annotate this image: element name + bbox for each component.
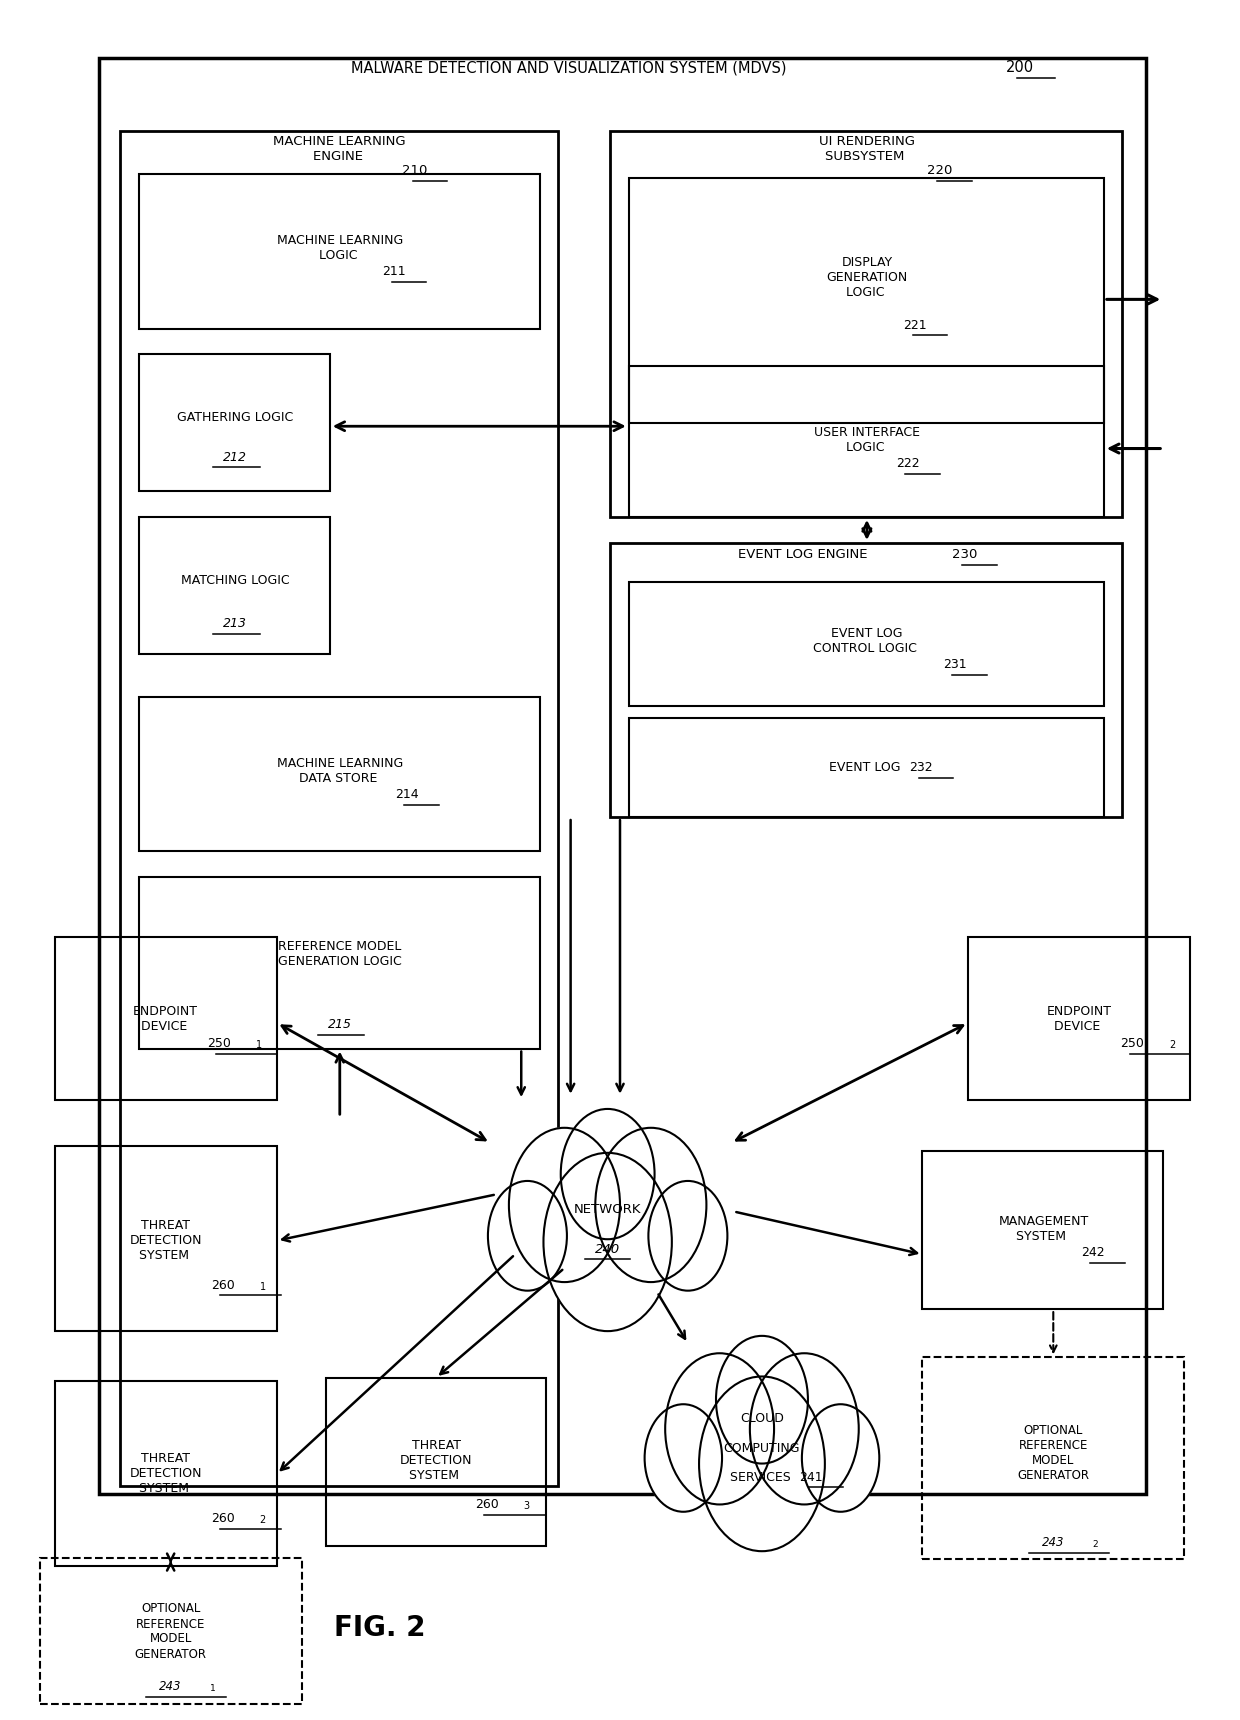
Text: USER INTERFACE
LOGIC: USER INTERFACE LOGIC: [813, 427, 920, 454]
Text: 3: 3: [523, 1502, 529, 1512]
Text: 211: 211: [382, 265, 405, 279]
Text: MACHINE LEARNING
DATA STORE: MACHINE LEARNING DATA STORE: [277, 757, 403, 784]
Text: 260: 260: [475, 1498, 498, 1512]
Text: 230: 230: [952, 549, 977, 561]
Bar: [139, 697, 539, 851]
Circle shape: [802, 1404, 879, 1512]
Text: 241: 241: [800, 1471, 823, 1484]
Text: 222: 222: [895, 458, 919, 471]
Text: 250: 250: [207, 1037, 231, 1049]
Bar: [629, 366, 1104, 518]
Text: 200: 200: [1006, 60, 1034, 76]
Text: 212: 212: [223, 451, 247, 464]
Circle shape: [645, 1404, 722, 1512]
Text: ENDPOINT
DEVICE: ENDPOINT DEVICE: [1047, 1006, 1112, 1034]
Circle shape: [487, 1182, 567, 1290]
Text: 242: 242: [1081, 1245, 1105, 1259]
Text: CLOUD: CLOUD: [740, 1412, 784, 1426]
Circle shape: [543, 1152, 672, 1331]
Circle shape: [595, 1128, 707, 1281]
Text: MACHINE LEARNING
ENGINE: MACHINE LEARNING ENGINE: [274, 134, 405, 162]
Circle shape: [750, 1354, 859, 1505]
Circle shape: [560, 1109, 655, 1238]
Text: 232: 232: [909, 760, 932, 774]
Text: 2: 2: [1092, 1539, 1099, 1550]
Circle shape: [649, 1182, 728, 1290]
Text: 215: 215: [327, 1018, 352, 1030]
Text: 240: 240: [595, 1242, 620, 1256]
Text: EVENT LOG ENGINE: EVENT LOG ENGINE: [738, 549, 872, 561]
Text: 243: 243: [160, 1680, 182, 1692]
Bar: [610, 544, 1122, 817]
Bar: [55, 1146, 277, 1331]
Bar: [610, 131, 1122, 518]
Text: 210: 210: [403, 165, 428, 177]
Bar: [629, 177, 1104, 423]
Text: 2: 2: [1169, 1041, 1176, 1051]
Text: THREAT
DETECTION
SYSTEM: THREAT DETECTION SYSTEM: [399, 1438, 472, 1481]
Text: MANAGEMENT
SYSTEM: MANAGEMENT SYSTEM: [998, 1214, 1089, 1242]
Text: EVENT LOG: EVENT LOG: [830, 760, 905, 774]
Text: 214: 214: [394, 788, 418, 802]
Circle shape: [508, 1128, 620, 1281]
Text: 250: 250: [1121, 1037, 1145, 1049]
Bar: [968, 937, 1190, 1101]
Circle shape: [715, 1336, 808, 1464]
Text: GATHERING LOGIC: GATHERING LOGIC: [177, 411, 293, 425]
Text: 1: 1: [210, 1684, 216, 1692]
Bar: [99, 58, 1146, 1495]
Text: THREAT
DETECTION
SYSTEM: THREAT DETECTION SYSTEM: [129, 1219, 202, 1262]
Text: 1: 1: [255, 1041, 262, 1051]
Circle shape: [665, 1354, 774, 1505]
Text: COMPUTING: COMPUTING: [724, 1441, 800, 1455]
Text: 220: 220: [928, 165, 952, 177]
Circle shape: [699, 1376, 825, 1551]
Bar: [923, 1357, 1184, 1560]
Bar: [55, 1381, 277, 1567]
Text: SERVICES: SERVICES: [729, 1471, 795, 1484]
Text: 231: 231: [942, 659, 966, 671]
Bar: [139, 518, 330, 654]
Text: OPTIONAL
REFERENCE
MODEL
GENERATOR: OPTIONAL REFERENCE MODEL GENERATOR: [135, 1603, 207, 1660]
Text: 260: 260: [211, 1278, 234, 1292]
Text: ENDPOINT
DEVICE: ENDPOINT DEVICE: [133, 1006, 198, 1034]
Text: FIG. 2: FIG. 2: [334, 1613, 425, 1643]
Bar: [326, 1378, 546, 1546]
Text: EVENT LOG
CONTROL LOGIC: EVENT LOG CONTROL LOGIC: [813, 626, 921, 655]
Text: 260: 260: [211, 1512, 234, 1526]
Text: MACHINE LEARNING
LOGIC: MACHINE LEARNING LOGIC: [277, 234, 403, 261]
Bar: [139, 877, 539, 1049]
Bar: [55, 937, 277, 1101]
Text: 243: 243: [1042, 1536, 1064, 1548]
Bar: [139, 174, 539, 329]
Text: NETWORK: NETWORK: [574, 1204, 641, 1216]
Text: THREAT
DETECTION
SYSTEM: THREAT DETECTION SYSTEM: [129, 1452, 202, 1495]
Text: 2: 2: [259, 1515, 265, 1526]
Bar: [120, 131, 558, 1486]
Bar: [40, 1558, 301, 1703]
Bar: [629, 583, 1104, 705]
Bar: [139, 354, 330, 492]
Text: MALWARE DETECTION AND VISUALIZATION SYSTEM (MDVS): MALWARE DETECTION AND VISUALIZATION SYST…: [351, 60, 791, 76]
Text: MATCHING LOGIC: MATCHING LOGIC: [181, 574, 289, 587]
Text: 1: 1: [259, 1281, 265, 1292]
Text: UI RENDERING
SUBSYSTEM: UI RENDERING SUBSYSTEM: [818, 134, 915, 162]
Text: 213: 213: [223, 617, 247, 630]
Text: OPTIONAL
REFERENCE
MODEL
GENERATOR: OPTIONAL REFERENCE MODEL GENERATOR: [1017, 1424, 1089, 1483]
Text: REFERENCE MODEL
GENERATION LOGIC: REFERENCE MODEL GENERATION LOGIC: [278, 941, 402, 968]
Text: DISPLAY
GENERATION
LOGIC: DISPLAY GENERATION LOGIC: [826, 256, 908, 299]
Bar: [629, 717, 1104, 817]
Text: 221: 221: [903, 318, 926, 332]
Bar: [923, 1151, 1163, 1309]
